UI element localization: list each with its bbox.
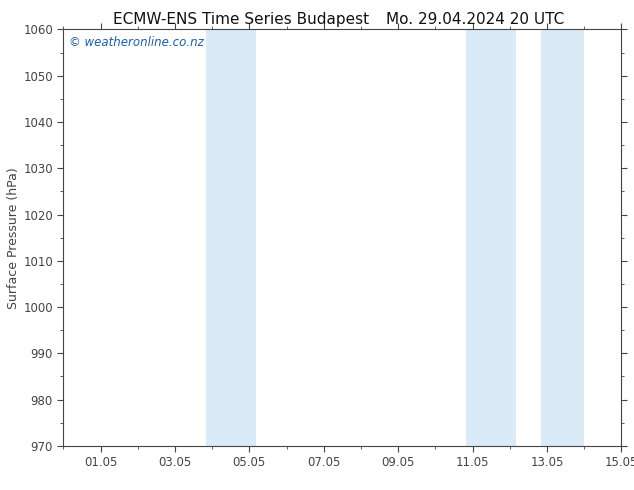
Bar <box>541 29 584 446</box>
Bar <box>466 29 516 446</box>
Bar <box>206 29 256 446</box>
Text: © weatheronline.co.nz: © weatheronline.co.nz <box>69 36 204 49</box>
Y-axis label: Surface Pressure (hPa): Surface Pressure (hPa) <box>8 167 20 309</box>
Text: Mo. 29.04.2024 20 UTC: Mo. 29.04.2024 20 UTC <box>386 12 565 27</box>
Text: ECMW-ENS Time Series Budapest: ECMW-ENS Time Series Budapest <box>113 12 369 27</box>
